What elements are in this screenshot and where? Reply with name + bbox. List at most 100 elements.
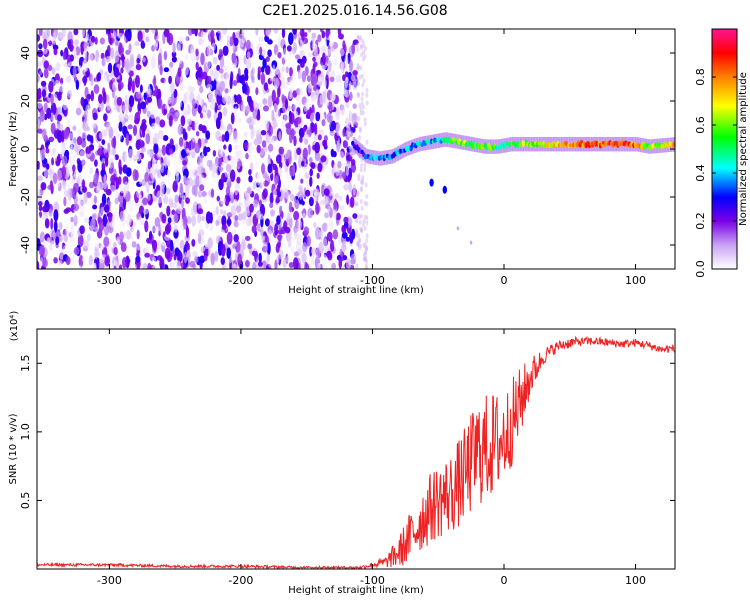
spectrogram-noise-cell xyxy=(286,217,290,226)
spectrogram-noise-cell xyxy=(362,56,365,62)
spectrogram-noise-cell xyxy=(289,167,294,177)
spectrogram-noise-cell xyxy=(221,215,227,227)
spectrogram-noise-cell xyxy=(53,47,58,56)
spectrogram-noise-cell xyxy=(305,216,310,228)
spectrogram-noise-cell xyxy=(328,216,333,223)
spectrogram-noise-cell xyxy=(244,73,249,82)
snr-x-tick-label: -100 xyxy=(360,574,385,587)
spectrogram-noise-cell xyxy=(143,185,147,194)
spectrogram-noise-cell xyxy=(214,250,219,262)
spectrogram-noise-cell xyxy=(302,147,308,160)
spectrogram-noise-cell xyxy=(344,117,351,129)
spectrogram-noise-cell xyxy=(173,213,179,223)
spectrogram-noise-cell xyxy=(139,177,143,185)
spectrogram-noise-cell xyxy=(174,194,179,203)
spectrogram-noise-cell xyxy=(184,131,188,141)
spectrogram-noise-cell xyxy=(246,117,252,124)
spectrogram-noise-cell xyxy=(362,222,365,228)
spectrogram-noise-cell xyxy=(212,56,218,65)
spectrogram-noise-cell xyxy=(126,230,132,240)
spectrogram-y-label: Frequency (Hz) xyxy=(8,111,19,187)
spectrogram-noise-cell xyxy=(136,229,140,240)
spectrogram-noise-cell xyxy=(201,215,205,222)
spectrogram-noise-cell xyxy=(342,140,348,149)
spectrogram-y-tick-label: 40 xyxy=(19,46,32,60)
spectrogram-noise-cell xyxy=(278,146,285,155)
spectrogram-noise-cell xyxy=(260,229,264,236)
spectrogram-noise-cell xyxy=(352,103,357,109)
spectrogram-noise-cell xyxy=(365,139,369,145)
spectrogram-noise-cell xyxy=(360,73,364,79)
spectrogram-noise-cell xyxy=(130,228,135,240)
spectrogram-noise-cell xyxy=(300,61,305,68)
spectrogram-noise-cell xyxy=(106,94,110,103)
spectrogram-noise-cell xyxy=(134,41,140,47)
spectrogram-noise-cell xyxy=(184,234,191,243)
spectrogram-noise-cell xyxy=(150,55,156,69)
spectrogram-noise-cell xyxy=(110,29,114,34)
spectrogram-noise-cell xyxy=(72,65,77,79)
spectrogram-noise-cell xyxy=(288,32,294,45)
spectrogram-noise-cell xyxy=(85,146,92,154)
spectrogram-noise-cell xyxy=(293,135,297,147)
spectrogram-noise-cell xyxy=(151,122,156,130)
spectrogram-noise-cell xyxy=(267,163,273,174)
spectrogram-noise-cell xyxy=(121,35,127,49)
spectrogram-noise-cell xyxy=(90,218,96,231)
spectrogram-noise-cell xyxy=(69,155,75,167)
spectrogram-noise-cell xyxy=(362,43,366,49)
spectrogram-noise-cell xyxy=(206,75,212,85)
spectrogram-noise-cell xyxy=(307,29,312,33)
spectrogram-noise-cell xyxy=(328,60,332,72)
spectrogram-noise-cell xyxy=(73,194,78,207)
spectrogram-noise-cell xyxy=(275,175,279,185)
spectrogram-noise-cell xyxy=(341,225,346,234)
spectrogram-noise-cell xyxy=(97,72,102,82)
spectrogram-noise-cell xyxy=(286,254,292,264)
spectrogram-noise-cell xyxy=(233,103,239,110)
spectrogram-noise-cell xyxy=(359,106,363,112)
spectrogram-noise-cell xyxy=(222,29,227,35)
spectrogram-noise-cell xyxy=(43,168,49,178)
spectrogram-noise-cell xyxy=(165,187,171,195)
spectrogram-noise-cell xyxy=(46,29,50,37)
spectrogram-noise-cell xyxy=(360,163,364,169)
spectrogram-noise-cell xyxy=(301,252,307,264)
spectrogram-noise-cell xyxy=(281,83,287,91)
spectrogram-noise-cell xyxy=(37,74,40,83)
spectrogram-noise-cell xyxy=(173,157,179,168)
spectrogram-noise-cell xyxy=(77,65,83,73)
spectrogram-noise-cell xyxy=(37,175,43,182)
spectrogram-noise-cell xyxy=(360,91,364,97)
spectrogram-noise-cell xyxy=(237,253,243,266)
spectrogram-noise-cell xyxy=(37,88,41,98)
spectrogram-noise-cell xyxy=(275,108,280,119)
spectrogram-noise-cell xyxy=(61,165,66,178)
spectrogram-noise-cell xyxy=(61,234,67,242)
spectrogram-noise-cell xyxy=(64,184,70,191)
spectrogram-noise-cell xyxy=(350,74,356,82)
spectrogram-noise-cell xyxy=(296,233,302,245)
spectrogram-noise-cell xyxy=(144,220,149,233)
spectrogram-noise-cell xyxy=(152,256,157,265)
spectrogram-noise-cell xyxy=(177,224,184,231)
spectrogram-noise-cell xyxy=(90,76,94,87)
spectrogram-noise-cell xyxy=(97,180,103,193)
spectrogram-noise-cell xyxy=(361,110,365,116)
spectrogram-noise-cell xyxy=(273,77,280,89)
spectrogram-noise-cell xyxy=(229,36,234,47)
spectrogram-noise-cell xyxy=(311,255,315,266)
snr-multiplier-label: (x10⁴) xyxy=(9,311,20,342)
spectrogram-noise-cell xyxy=(227,181,231,187)
spectrogram-noise-cell xyxy=(145,245,150,254)
spectrogram-noise-cell xyxy=(243,54,247,65)
spectrogram-noise-cell xyxy=(352,81,358,91)
spectrogram-y-tick-label: 0 xyxy=(19,146,32,153)
spectrogram-noise-cell xyxy=(323,79,327,88)
spectrogram-noise-cell xyxy=(41,214,47,220)
spectrogram-noise-cell xyxy=(195,131,200,137)
spectrogram-noise-cell xyxy=(82,57,88,64)
spectrogram-noise-cell xyxy=(197,66,203,79)
spectrogram-noise-cell xyxy=(79,150,85,157)
spectrogram-noise-cell xyxy=(330,240,335,252)
